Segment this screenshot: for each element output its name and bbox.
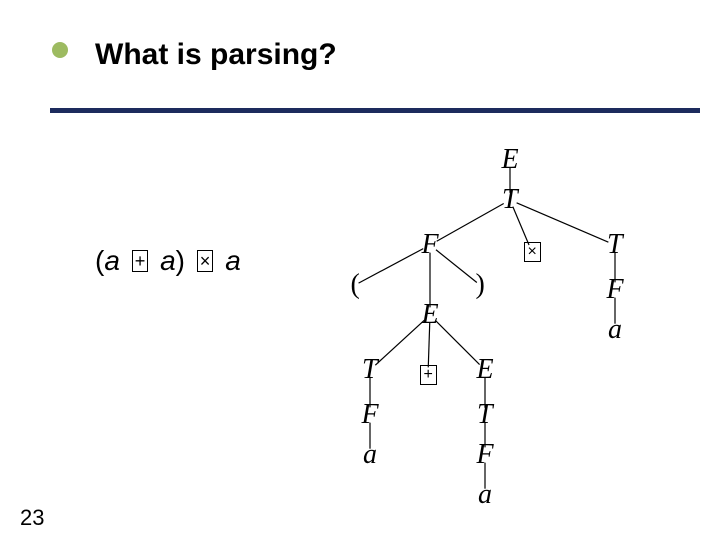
- tree-node-plus: +: [420, 365, 437, 385]
- tree-node-lpar: (: [351, 269, 360, 301]
- tree-node-T_lr: T: [477, 399, 493, 431]
- title-underline: [50, 108, 700, 113]
- page-number: 23: [20, 505, 44, 531]
- expr-a3: a: [225, 245, 241, 276]
- expression-text: (a + a) × a: [95, 245, 241, 277]
- tree-node-F_left: F: [422, 229, 439, 261]
- tree-node-a_right: a: [608, 314, 622, 346]
- tree-node-T_root: T: [502, 184, 518, 216]
- expr-a2: a: [160, 245, 176, 276]
- tree-node-a_ll: a: [363, 439, 377, 471]
- plus-icon: +: [132, 250, 149, 272]
- tree-node-times: ×: [524, 242, 541, 262]
- slide: What is parsing? (a + a) × a ETF×T(E)FaT…: [0, 0, 720, 540]
- tree-node-E_mid: E: [422, 299, 439, 331]
- tree-node-rpar: ): [476, 269, 485, 301]
- tree-node-F_lr: F: [477, 439, 494, 471]
- tree-node-T_ll: T: [362, 354, 378, 386]
- tree-node-F_right: F: [607, 274, 624, 306]
- tree-node-T_right: T: [607, 229, 623, 261]
- expr-a1: a: [104, 245, 120, 276]
- times-icon: ×: [197, 250, 214, 272]
- expr-close: ): [176, 245, 185, 276]
- title-bullet: [52, 42, 68, 58]
- tree-node-E_root: E: [502, 144, 519, 176]
- tree-node-a_lr: a: [478, 479, 492, 511]
- tree-node-F_ll: F: [362, 399, 379, 431]
- tree-node-E_lr: E: [477, 354, 494, 386]
- expr-open: (: [95, 245, 104, 276]
- slide-title: What is parsing?: [95, 38, 337, 72]
